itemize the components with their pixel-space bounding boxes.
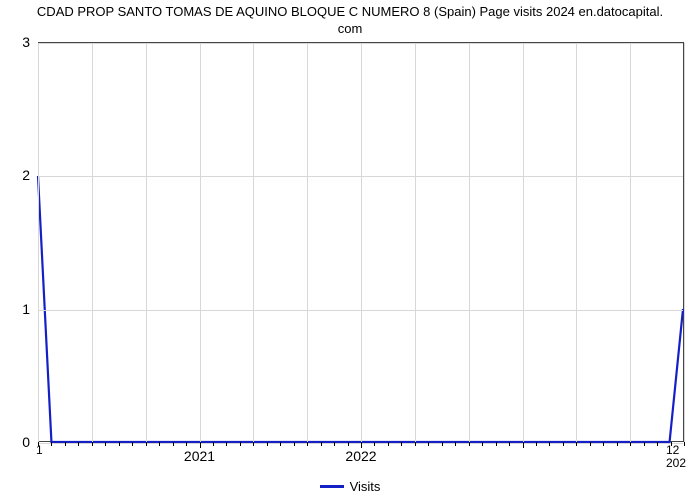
legend-swatch xyxy=(320,485,344,488)
vgrid-line xyxy=(630,43,631,442)
legend-label: Visits xyxy=(350,479,381,494)
x-tick-minor xyxy=(374,442,375,446)
y-tick-label: 3 xyxy=(22,34,30,50)
x-tick-minor xyxy=(536,442,537,446)
x-tick-minor xyxy=(105,442,106,446)
x-tick-minor xyxy=(280,442,281,446)
x-tick-minor xyxy=(415,442,416,446)
vgrid-line xyxy=(523,43,524,442)
x-tick-minor xyxy=(146,442,147,446)
vgrid-line xyxy=(361,43,362,442)
x-tick-minor xyxy=(509,442,510,446)
x-tick-minor xyxy=(603,442,604,446)
x-tick-minor xyxy=(442,442,443,446)
vgrid-line xyxy=(469,43,470,442)
vgrid-line xyxy=(684,43,685,442)
y-tick-label: 0 xyxy=(22,434,30,450)
vgrid-line xyxy=(307,43,308,442)
plot-area xyxy=(38,42,684,442)
chart-title-line1: CDAD PROP SANTO TOMAS DE AQUINO BLOQUE C… xyxy=(37,4,663,19)
y-tick-label: 2 xyxy=(22,167,30,183)
x-tick-major xyxy=(523,442,524,448)
x-tick-minor xyxy=(590,442,591,446)
y-tick-label: 1 xyxy=(22,301,30,317)
x-tick-minor xyxy=(78,442,79,446)
vgrid-line xyxy=(38,43,39,442)
x-tick-minor xyxy=(51,442,52,446)
x-tick-minor xyxy=(563,442,564,446)
x-tick-minor xyxy=(92,442,93,446)
x-tick-minor xyxy=(576,442,577,446)
x-tick-minor xyxy=(617,442,618,446)
vgrid-line xyxy=(415,43,416,442)
x-left-label: 1 xyxy=(36,444,43,457)
x-tick-minor xyxy=(334,442,335,446)
legend: Visits xyxy=(0,478,700,494)
x-tick-minor xyxy=(644,442,645,446)
x-tick-minor xyxy=(240,442,241,446)
x-tick-minor xyxy=(159,442,160,446)
x-tick-minor xyxy=(132,442,133,446)
vgrid-line xyxy=(253,43,254,442)
x-tick-minor xyxy=(496,442,497,446)
x-right-label: 12202 xyxy=(666,444,686,470)
vgrid-line xyxy=(200,43,201,442)
x-tick-minor xyxy=(469,442,470,446)
x-tick-minor xyxy=(321,442,322,446)
x-tick-minor xyxy=(549,442,550,446)
x-tick-minor xyxy=(186,442,187,446)
x-tick-minor xyxy=(65,442,66,446)
x-tick-minor xyxy=(294,442,295,446)
vgrid-line xyxy=(146,43,147,442)
x-tick-minor xyxy=(657,442,658,446)
vgrid-line xyxy=(576,43,577,442)
x-tick-minor xyxy=(630,442,631,446)
x-tick-minor xyxy=(253,442,254,446)
x-tick-label: 2021 xyxy=(184,448,215,464)
x-tick-minor xyxy=(455,442,456,446)
x-tick-minor xyxy=(119,442,120,446)
x-tick-minor xyxy=(482,442,483,446)
chart-title-line2: com xyxy=(338,21,363,36)
x-tick-label: 2022 xyxy=(345,448,376,464)
vgrid-line xyxy=(92,43,93,442)
x-tick-minor xyxy=(428,442,429,446)
x-tick-minor xyxy=(401,442,402,446)
x-tick-minor xyxy=(267,442,268,446)
x-tick-minor xyxy=(213,442,214,446)
x-tick-minor xyxy=(226,442,227,446)
x-tick-minor xyxy=(307,442,308,446)
x-tick-minor xyxy=(388,442,389,446)
x-tick-minor xyxy=(348,442,349,446)
x-tick-minor xyxy=(173,442,174,446)
chart-title: CDAD PROP SANTO TOMAS DE AQUINO BLOQUE C… xyxy=(0,0,700,40)
